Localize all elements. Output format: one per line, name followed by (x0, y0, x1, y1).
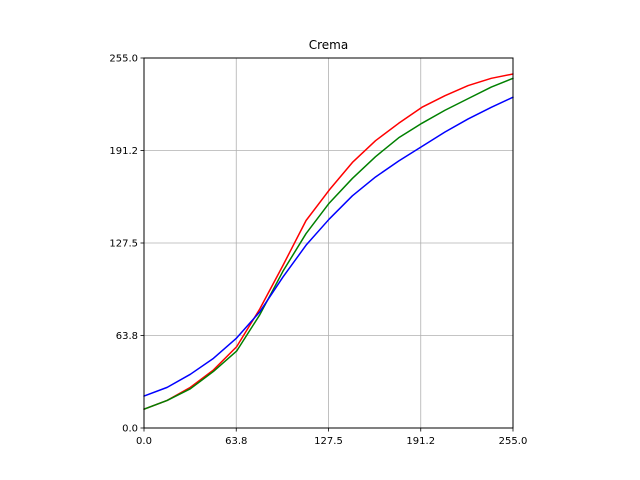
ticks: 0.0 63.8 127.5 191.2 255.0 0.0 63.8 127.5 191.2 2… (109, 54, 527, 448)
y-tick-label: 127.5 (109, 239, 138, 250)
y-tick-label: 191.2 (109, 146, 138, 157)
y-tick-label: 63.8 (116, 331, 138, 342)
x-tick-label: 127.5 (314, 436, 343, 447)
series-line-2 (143, 77, 514, 410)
x-tick-label: 63.8 (225, 436, 247, 447)
x-tick-label: 0.0 (136, 436, 152, 447)
x-tick-label: 255.0 (499, 436, 528, 447)
chart-title: Crema (309, 38, 348, 52)
y-tick-label: 0.0 (122, 424, 138, 435)
series-lines (143, 73, 514, 410)
series-line-1 (143, 73, 514, 410)
x-tick-label: 191.2 (406, 436, 435, 447)
y-tick-label: 255.0 (109, 54, 138, 65)
series-line-3 (143, 96, 514, 397)
